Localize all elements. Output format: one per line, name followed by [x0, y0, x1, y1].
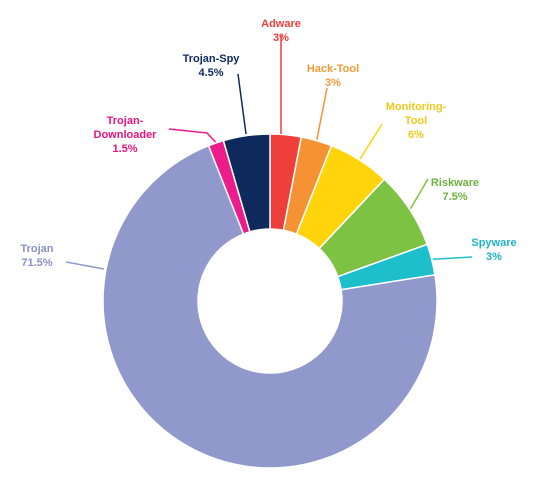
leader-line-trojan — [65, 261, 105, 270]
value-monitoring-tool: 6% — [408, 129, 424, 141]
leader-line-monitoring-tool — [359, 123, 383, 160]
label-line-spyware: Spyware — [471, 237, 516, 249]
slice-trojan — [102, 144, 438, 469]
label-line-trojan-downloader: Trojan- — [107, 115, 144, 127]
leader-line-trojan-spy — [237, 73, 247, 135]
label-trojan-downloader: Trojan- Downloader 1.5% — [94, 115, 158, 155]
label-monitoring-tool: Monitoring- Tool 6% — [386, 101, 447, 141]
label-line-hack-tool: Hack-Tool — [307, 63, 359, 75]
value-riskware: 7.5% — [442, 191, 467, 203]
value-trojan-spy: 4.5% — [198, 67, 223, 79]
label-line-trojan-spy: Trojan-Spy — [183, 53, 241, 65]
label-line-trojan-downloader: Downloader — [94, 129, 158, 141]
label-line-trojan: Trojan — [20, 243, 53, 255]
slice-trojan-spy — [222, 133, 271, 233]
leader-line-riskware — [409, 178, 429, 210]
label-line-riskware: Riskware — [431, 177, 479, 189]
label-line-monitoring-tool: Tool — [405, 115, 427, 127]
leader-lines-layer — [65, 35, 473, 270]
label-line-monitoring-tool: Monitoring- — [386, 101, 447, 113]
value-trojan: 71.5% — [21, 257, 52, 269]
label-spyware: Spyware 3% — [471, 237, 516, 263]
label-adware: Adware 3% — [261, 18, 301, 44]
label-trojan-spy: Trojan-Spy 4.5% — [183, 53, 241, 79]
leader-line-spyware — [432, 256, 473, 260]
labels-layer: Adware 3% Hack-Tool 3% Monitoring- Tool 6% Risk… — [20, 18, 516, 269]
label-trojan: Trojan 71.5% — [20, 243, 53, 269]
value-spyware: 3% — [486, 251, 502, 263]
leader-line-trojan-downloader — [168, 128, 217, 143]
slices-layer — [102, 133, 438, 469]
value-hack-tool: 3% — [325, 77, 341, 89]
leader-line-hack-tool — [316, 87, 328, 140]
value-adware: 3% — [273, 32, 289, 44]
value-trojan-downloader: 1.5% — [112, 143, 137, 155]
label-hack-tool: Hack-Tool 3% — [307, 63, 359, 89]
label-line-adware: Adware — [261, 18, 301, 30]
label-riskware: Riskware 7.5% — [431, 177, 479, 203]
